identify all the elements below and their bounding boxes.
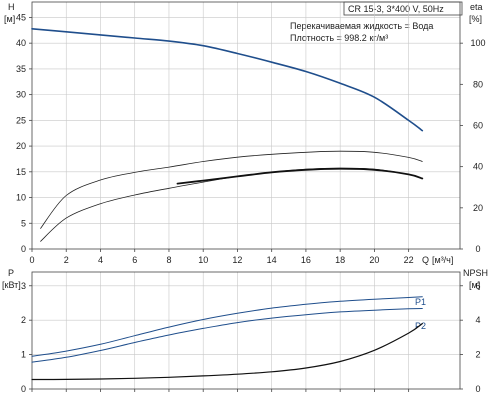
left-tick-label: 45	[16, 12, 26, 22]
series-curve-p2	[31, 308, 423, 363]
x-tick-label: 20	[369, 255, 379, 265]
left-tick-label: 5	[21, 218, 26, 228]
eta-axis-unit: [%]	[469, 14, 482, 24]
right-tick-label: 80	[473, 79, 483, 89]
right-tick-label: 60	[473, 121, 483, 131]
series-curve-power_npsh-2	[31, 323, 423, 381]
x-tick-label: 2	[64, 255, 69, 265]
right-tick-label: 40	[473, 162, 483, 172]
power-npsh-plot: 0 1 2 3 0 2 4 6	[21, 271, 481, 394]
flow-axis-label: Q	[422, 255, 429, 265]
left-tick-label: 3	[21, 281, 26, 291]
x-tick-label: 14	[267, 255, 277, 265]
right-tick-label: 0	[475, 244, 480, 254]
series-curve-head_efficiency-1	[40, 150, 423, 229]
series-curve-p1	[31, 296, 423, 357]
series-curve-head_efficiency-0	[31, 28, 424, 132]
left-tick-label: 0	[21, 384, 26, 394]
npsh-axis-label: NPSH	[463, 268, 488, 278]
x-tick-label: 10	[198, 255, 208, 265]
x-tick-label: 0	[29, 255, 34, 265]
x-tick-label: 18	[335, 255, 345, 265]
x-tick-label: 8	[166, 255, 171, 265]
left-tick-label: 15	[16, 167, 26, 177]
head-axis-unit: [м]	[4, 14, 15, 24]
x-tick-label: 16	[301, 255, 311, 265]
density-annotation: Плотность = 998.2 кг/м³	[290, 33, 388, 43]
left-tick-label: 2	[21, 315, 26, 325]
left-tick-label: 1	[21, 350, 26, 360]
right-tick-label: 20	[473, 203, 483, 213]
right-tick-label: 2	[475, 350, 480, 360]
right-tick-label: 0	[475, 384, 480, 394]
left-tick-label: 20	[16, 141, 26, 151]
power-axis-unit: [кВт]	[2, 280, 21, 290]
series-label-p2: P2	[415, 321, 426, 331]
left-tick-label: 40	[16, 38, 26, 48]
left-tick-label: 35	[16, 64, 26, 74]
right-tick-label: 100	[470, 38, 485, 48]
eta-axis-label: eta	[470, 2, 483, 12]
right-tick-label: 6	[475, 281, 480, 291]
x-tick-label: 22	[404, 255, 414, 265]
left-tick-label: 25	[16, 115, 26, 125]
x-tick-label: 6	[132, 255, 137, 265]
left-tick-label: 0	[21, 244, 26, 254]
npsh-axis-unit: [м]	[469, 280, 480, 290]
plot-frame	[31, 271, 461, 390]
x-tick-label: 4	[98, 255, 103, 265]
left-tick-label: 30	[16, 90, 26, 100]
power-axis-label: P	[8, 268, 14, 278]
chart-title: CR 15-3, 3*400 V, 50Hz	[348, 4, 444, 14]
left-tick-label: 10	[16, 193, 26, 203]
series-label-p1: P1	[415, 297, 426, 307]
right-tick-label: 4	[475, 315, 480, 325]
head-efficiency-plot: 0 5 10 15 20 25 30 35 40 45 0 20 40 60 80 100 0 2 4 6 8 10 12 1…	[16, 1, 486, 265]
head-axis-label: H	[8, 2, 15, 12]
x-tick-label: 12	[232, 255, 242, 265]
series-curve-head_efficiency-3	[176, 167, 424, 185]
fluid-annotation: Перекачиваемая жидкость = Вода	[290, 21, 433, 31]
flow-axis-unit: [м³/ч]	[432, 255, 453, 265]
